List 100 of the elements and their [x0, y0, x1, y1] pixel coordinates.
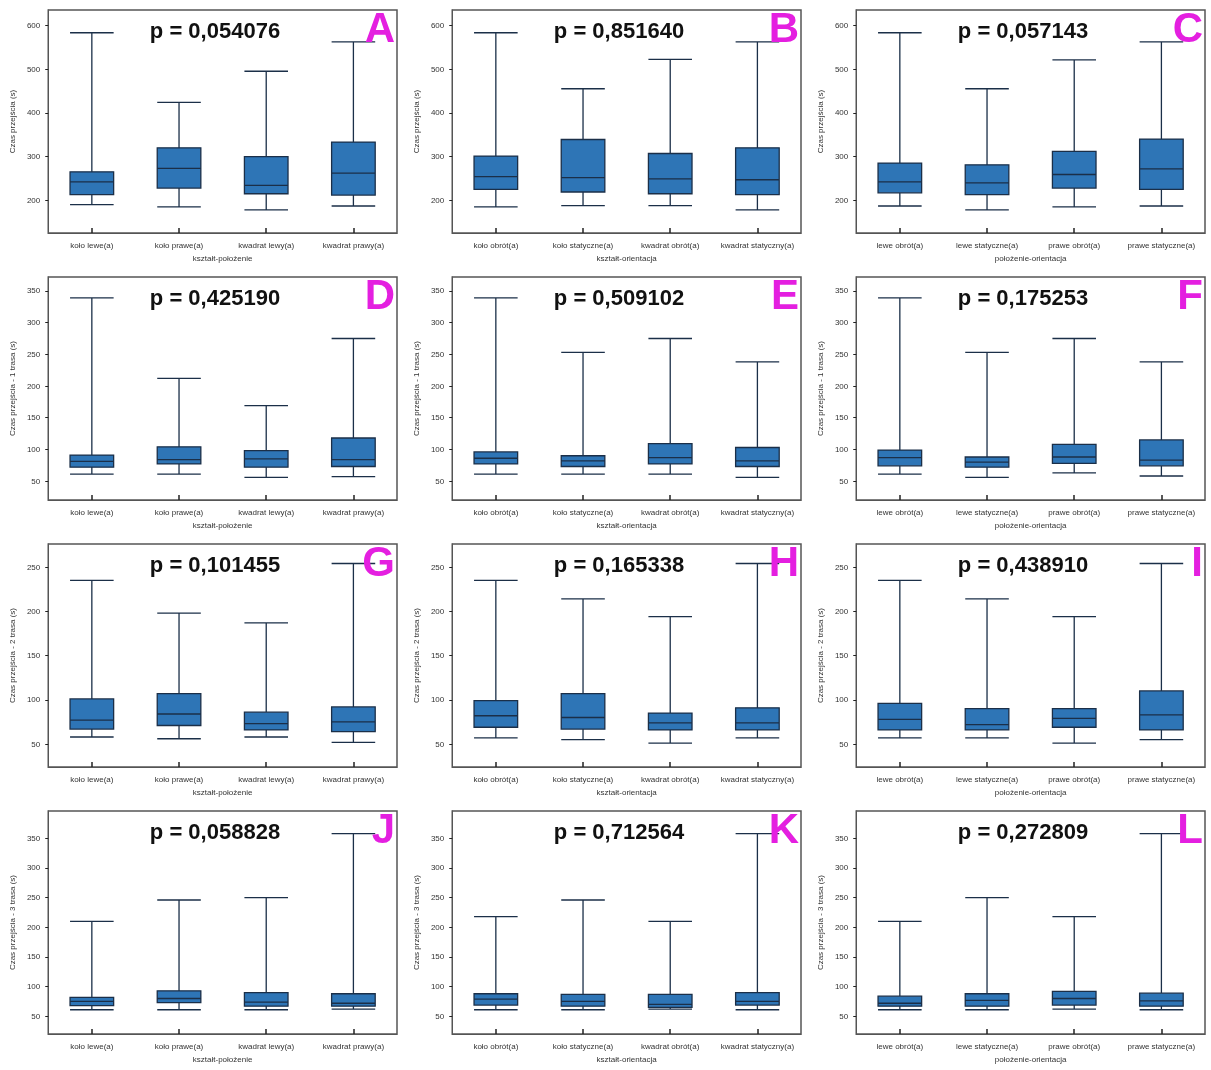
y-tick-label: 400: [430, 108, 445, 118]
y-tick-label: 200: [834, 606, 849, 616]
y-tick-label: 300: [26, 152, 41, 162]
y-tick-label: 200: [834, 381, 849, 391]
annotation: J: [371, 804, 395, 852]
y-tick-label: 350: [26, 833, 41, 843]
y-tick-label: 250: [430, 562, 445, 572]
x-tick-label: kwadrat lewy(a): [238, 774, 295, 784]
x-tick-label: lewe statyczne(a): [955, 774, 1019, 784]
chart-title: p = 0,057143: [957, 17, 1089, 43]
y-tick-label: 300: [834, 152, 849, 162]
annotation: A: [364, 3, 396, 51]
x-tick-label: kwadrat obrót(a): [641, 1041, 700, 1051]
x-tick-label: kwadrat statyczny(a): [720, 507, 795, 517]
x-axis-title: kształt-orientacja: [596, 1054, 658, 1064]
y-tick-label: 250: [834, 562, 849, 572]
y-tick-label: 150: [834, 413, 849, 423]
chart-title: p = 0,425190: [149, 284, 281, 310]
y-tick-label: 150: [430, 413, 445, 423]
y-tick-label: 150: [430, 952, 445, 962]
y-tick-label: 100: [834, 444, 849, 454]
x-tick-label: lewe obrót(a): [876, 240, 924, 250]
x-axis-title: kształt-orientacja: [596, 787, 658, 797]
y-tick-label: 500: [430, 64, 445, 74]
chart-title: p = 0,054076: [149, 17, 281, 43]
x-axis-title: kształt-położenie: [192, 787, 253, 797]
x-tick-label: koło statyczne(a): [552, 507, 614, 517]
chart-title: p = 0,165338: [553, 551, 685, 577]
x-tick-label: koło prawe(a): [154, 774, 204, 784]
y-tick-label: 350: [834, 286, 849, 296]
y-axis-title: Czas przejścia (s): [411, 89, 421, 154]
x-tick-label: koło prawe(a): [154, 1041, 204, 1051]
annotation: C: [1172, 3, 1204, 51]
y-tick-label: 200: [26, 381, 41, 391]
chart-title: p = 0,058828: [149, 818, 281, 844]
annotation: B: [768, 3, 800, 51]
annotation: L: [1177, 804, 1203, 852]
y-tick-label: 50: [839, 476, 849, 486]
chart-title: p = 0,509102: [553, 284, 685, 310]
x-tick-label: kwadrat lewy(a): [238, 1041, 295, 1051]
x-tick-label: kwadrat lewy(a): [238, 507, 295, 517]
x-tick-label: koło lewe(a): [70, 1041, 114, 1051]
y-tick-label: 50: [31, 476, 41, 486]
x-tick-label: prawe obrót(a): [1048, 774, 1101, 784]
y-tick-label: 200: [834, 195, 849, 205]
y-tick-label: 100: [834, 982, 849, 992]
x-tick-label: kwadrat lewy(a): [238, 240, 295, 250]
x-tick-label: prawe obrót(a): [1048, 1041, 1101, 1051]
annotation: E: [770, 270, 799, 318]
annotation: G: [362, 537, 395, 585]
y-tick-label: 600: [834, 20, 849, 30]
x-tick-label: koło obrót(a): [473, 507, 519, 517]
x-tick-label: koło obrót(a): [473, 774, 519, 784]
x-tick-label: koło obrót(a): [473, 240, 519, 250]
y-axis-title: Czas przejścia - 3 trasa (s): [815, 874, 825, 971]
y-tick-label: 50: [839, 1011, 849, 1021]
y-tick-label: 350: [430, 286, 445, 296]
y-tick-label: 150: [430, 651, 445, 661]
x-tick-label: kwadrat statyczny(a): [720, 774, 795, 784]
x-tick-label: prawe obrót(a): [1048, 240, 1101, 250]
y-axis-title: Czas przejścia - 1 trasa (s): [815, 340, 825, 437]
y-tick-label: 350: [430, 833, 445, 843]
y-tick-label: 100: [834, 695, 849, 705]
y-tick-label: 200: [430, 606, 445, 616]
y-tick-label: 300: [430, 863, 445, 873]
y-tick-label: 200: [26, 922, 41, 932]
chart-title: p = 0,175253: [957, 284, 1089, 310]
y-axis-title: Czas przejścia - 2 trasa (s): [815, 607, 825, 704]
x-tick-label: lewe statyczne(a): [955, 507, 1019, 517]
x-axis-title: kształt-orientacja: [596, 520, 658, 530]
y-tick-label: 100: [26, 444, 41, 454]
x-axis-title: położenie-orientacja: [994, 253, 1067, 263]
x-axis-title: kształt-położenie: [192, 520, 253, 530]
y-tick-label: 300: [26, 863, 41, 873]
x-axis-title: kształt-orientacja: [596, 253, 658, 263]
x-axis-title: kształt-położenie: [192, 253, 253, 263]
x-tick-label: prawe statyczne(a): [1127, 507, 1196, 517]
y-tick-label: 50: [31, 1011, 41, 1021]
chart-title: p = 0,438910: [957, 551, 1089, 577]
y-axis-title: Czas przejścia (s): [815, 89, 825, 154]
y-tick-label: 600: [430, 20, 445, 30]
x-tick-label: kwadrat prawy(a): [322, 1041, 385, 1051]
x-tick-label: kwadrat prawy(a): [322, 507, 385, 517]
x-tick-label: lewe obrót(a): [876, 774, 924, 784]
annotation: D: [364, 270, 396, 318]
x-tick-label: lewe obrót(a): [876, 507, 924, 517]
annotation: K: [768, 804, 800, 852]
chart-title: p = 0,712564: [553, 818, 685, 844]
y-tick-label: 50: [435, 739, 445, 749]
x-tick-label: koło lewe(a): [70, 507, 114, 517]
y-tick-label: 100: [26, 695, 41, 705]
y-tick-label: 200: [26, 606, 41, 616]
x-tick-label: koło lewe(a): [70, 240, 114, 250]
y-axis-title: Czas przejścia - 2 trasa (s): [7, 607, 17, 704]
y-tick-label: 250: [26, 893, 41, 903]
x-tick-label: koło statyczne(a): [552, 774, 614, 784]
y-tick-label: 200: [430, 381, 445, 391]
chart-title: p = 0,851640: [553, 17, 685, 43]
y-tick-label: 250: [26, 562, 41, 572]
chart-title: p = 0,101455: [149, 551, 281, 577]
